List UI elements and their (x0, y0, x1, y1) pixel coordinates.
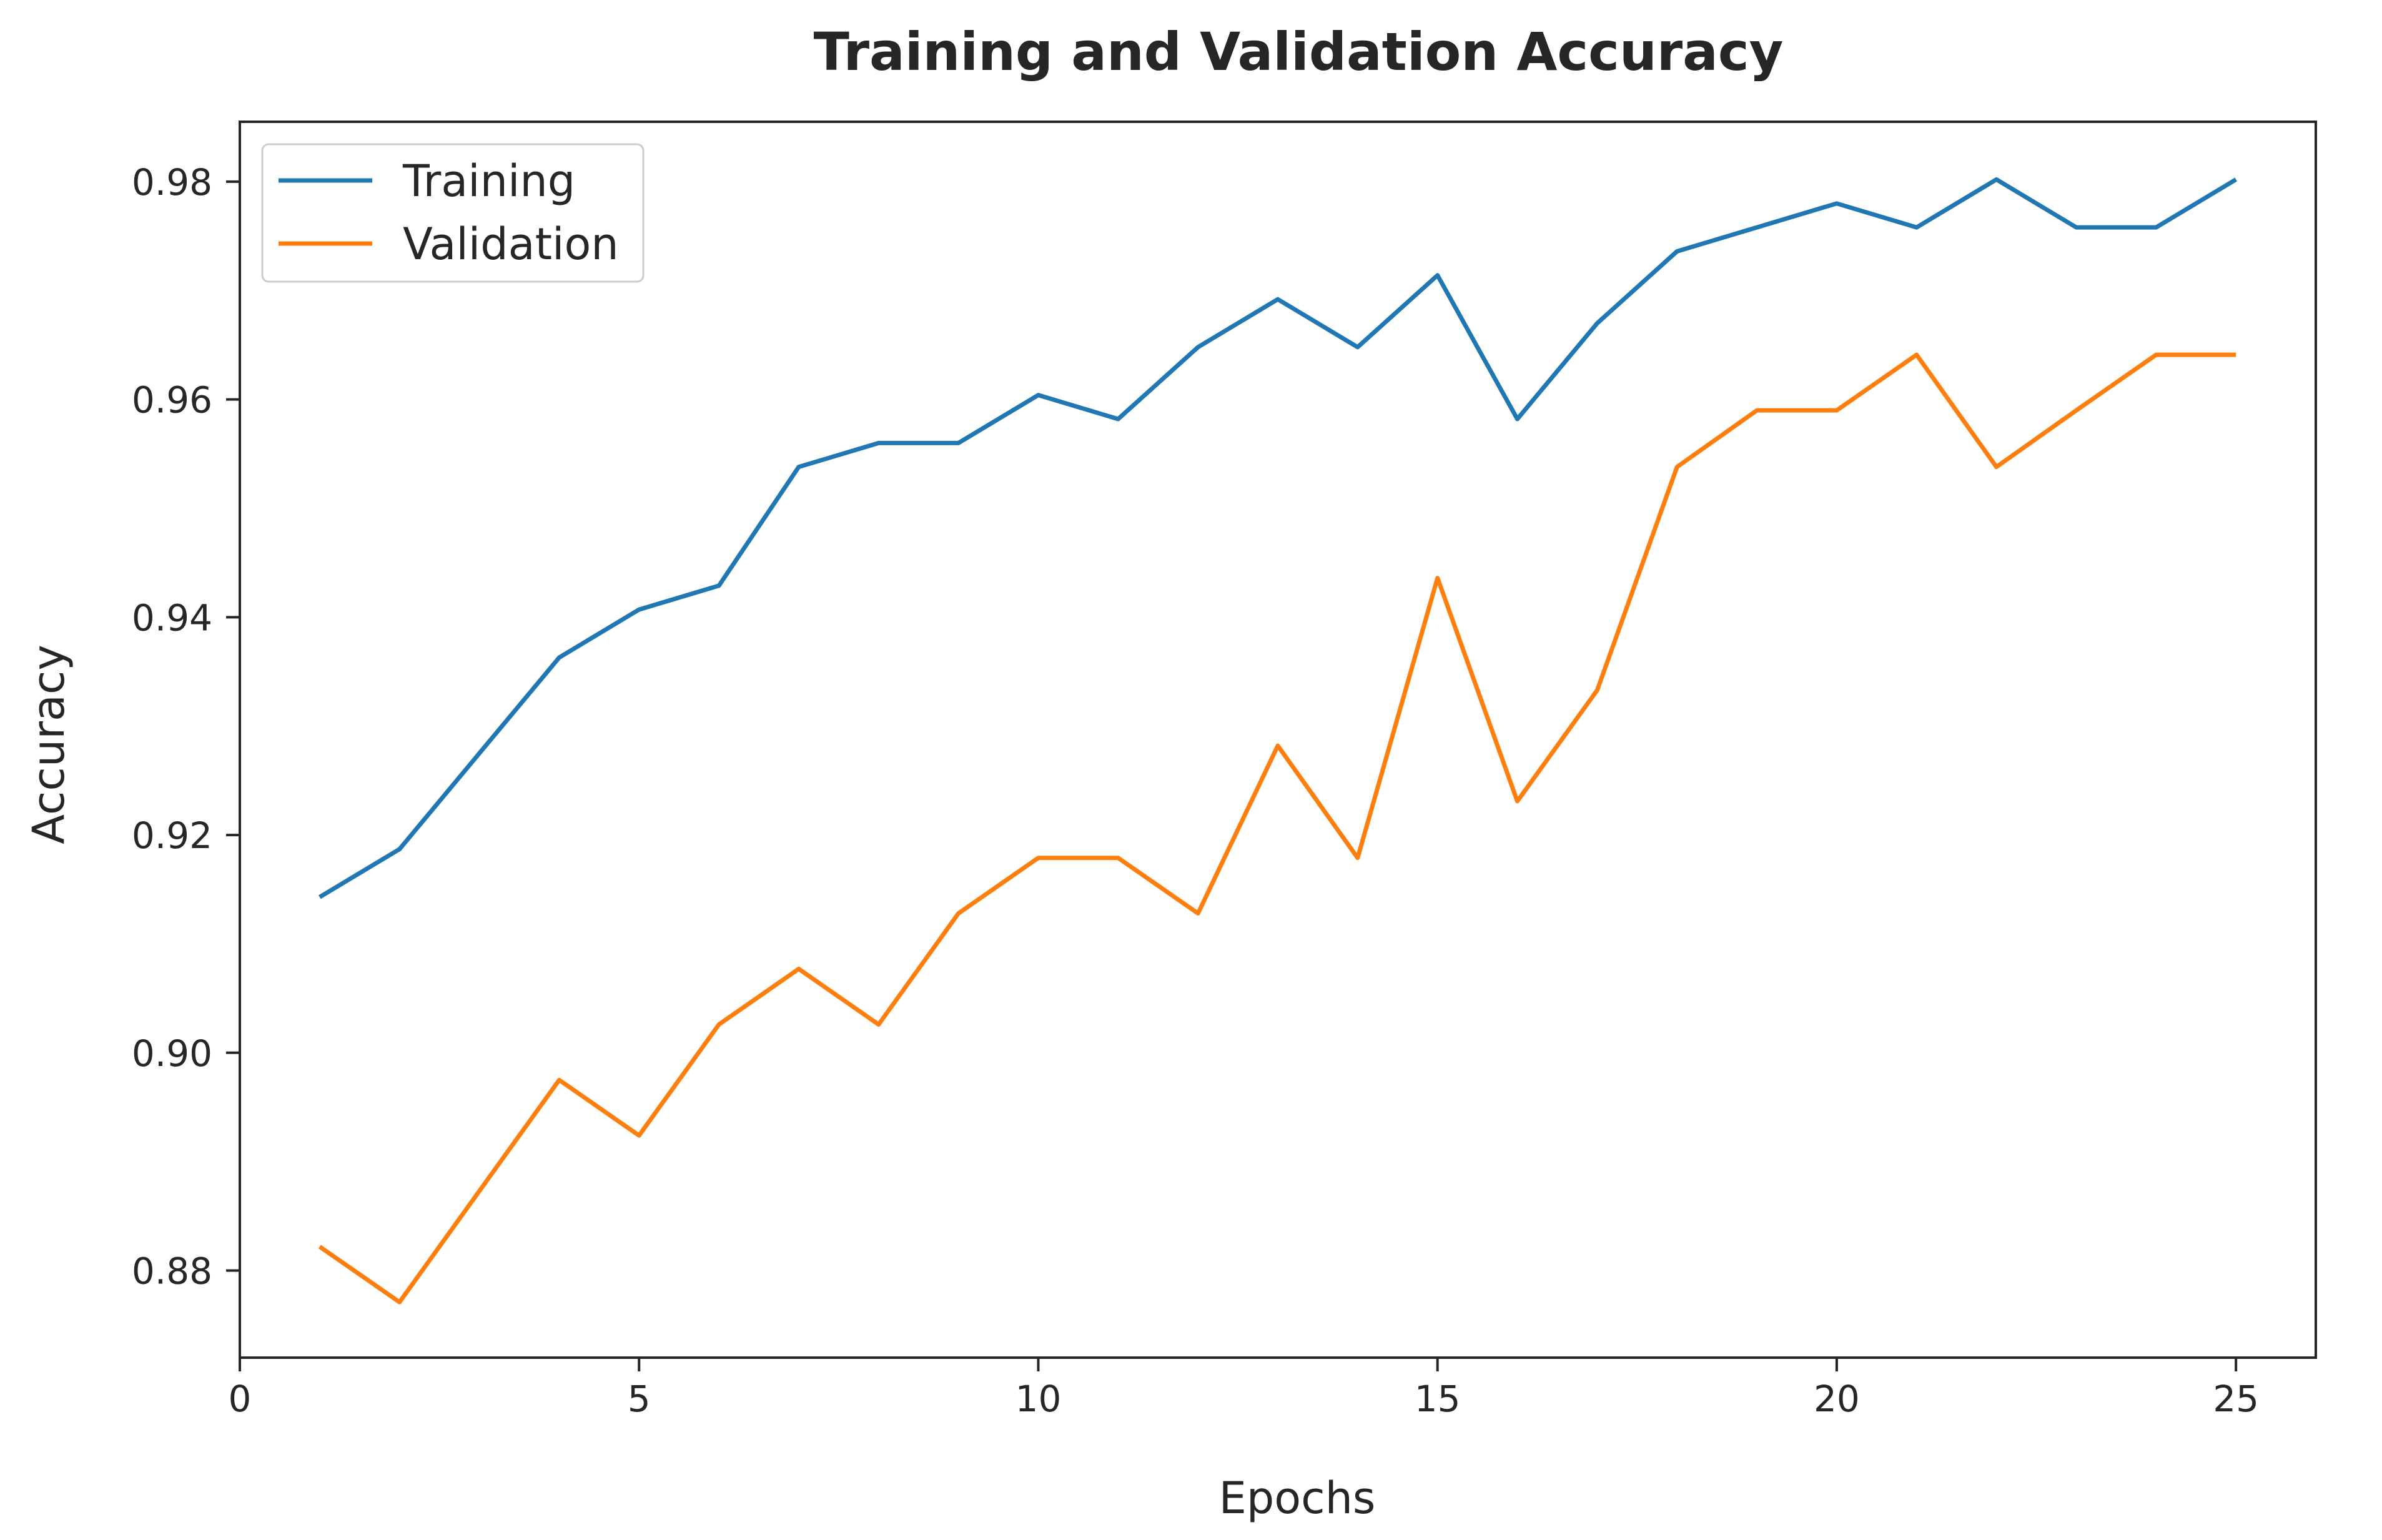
x-tick-label: 0 (229, 1378, 252, 1420)
legend-label-training: Training (402, 155, 575, 207)
legend-label-validation: Validation (403, 219, 619, 270)
series-line-validation (318, 352, 2236, 1305)
y-tick-label: 0.88 (132, 1250, 212, 1293)
x-tick-label: 15 (1415, 1378, 1461, 1420)
legend: Training Validation (261, 143, 645, 283)
y-tick-label: 0.98 (132, 161, 212, 204)
x-axis-label: Epochs (1219, 1473, 1376, 1524)
y-tick-label: 0.92 (132, 814, 212, 857)
x-tick-label: 5 (628, 1378, 651, 1420)
x-tick-label: 10 (1016, 1378, 1062, 1420)
y-tick-label: 0.94 (132, 596, 212, 639)
plot-area: 0 5 10 15 20 25 0.88 0.90 0.92 0.94 0.96 0.98 Traini… (132, 121, 2317, 1420)
y-axis-label: Accuracy (23, 644, 74, 844)
series-line-training (318, 177, 2237, 899)
y-tick-label: 0.96 (132, 379, 212, 422)
x-tick-label: 20 (1814, 1378, 1860, 1420)
y-tick-label: 0.90 (132, 1032, 212, 1075)
axes-frame (239, 121, 2317, 1359)
chart-title: Training and Validation Accuracy (814, 21, 1784, 82)
x-tick-label: 25 (2213, 1378, 2259, 1420)
